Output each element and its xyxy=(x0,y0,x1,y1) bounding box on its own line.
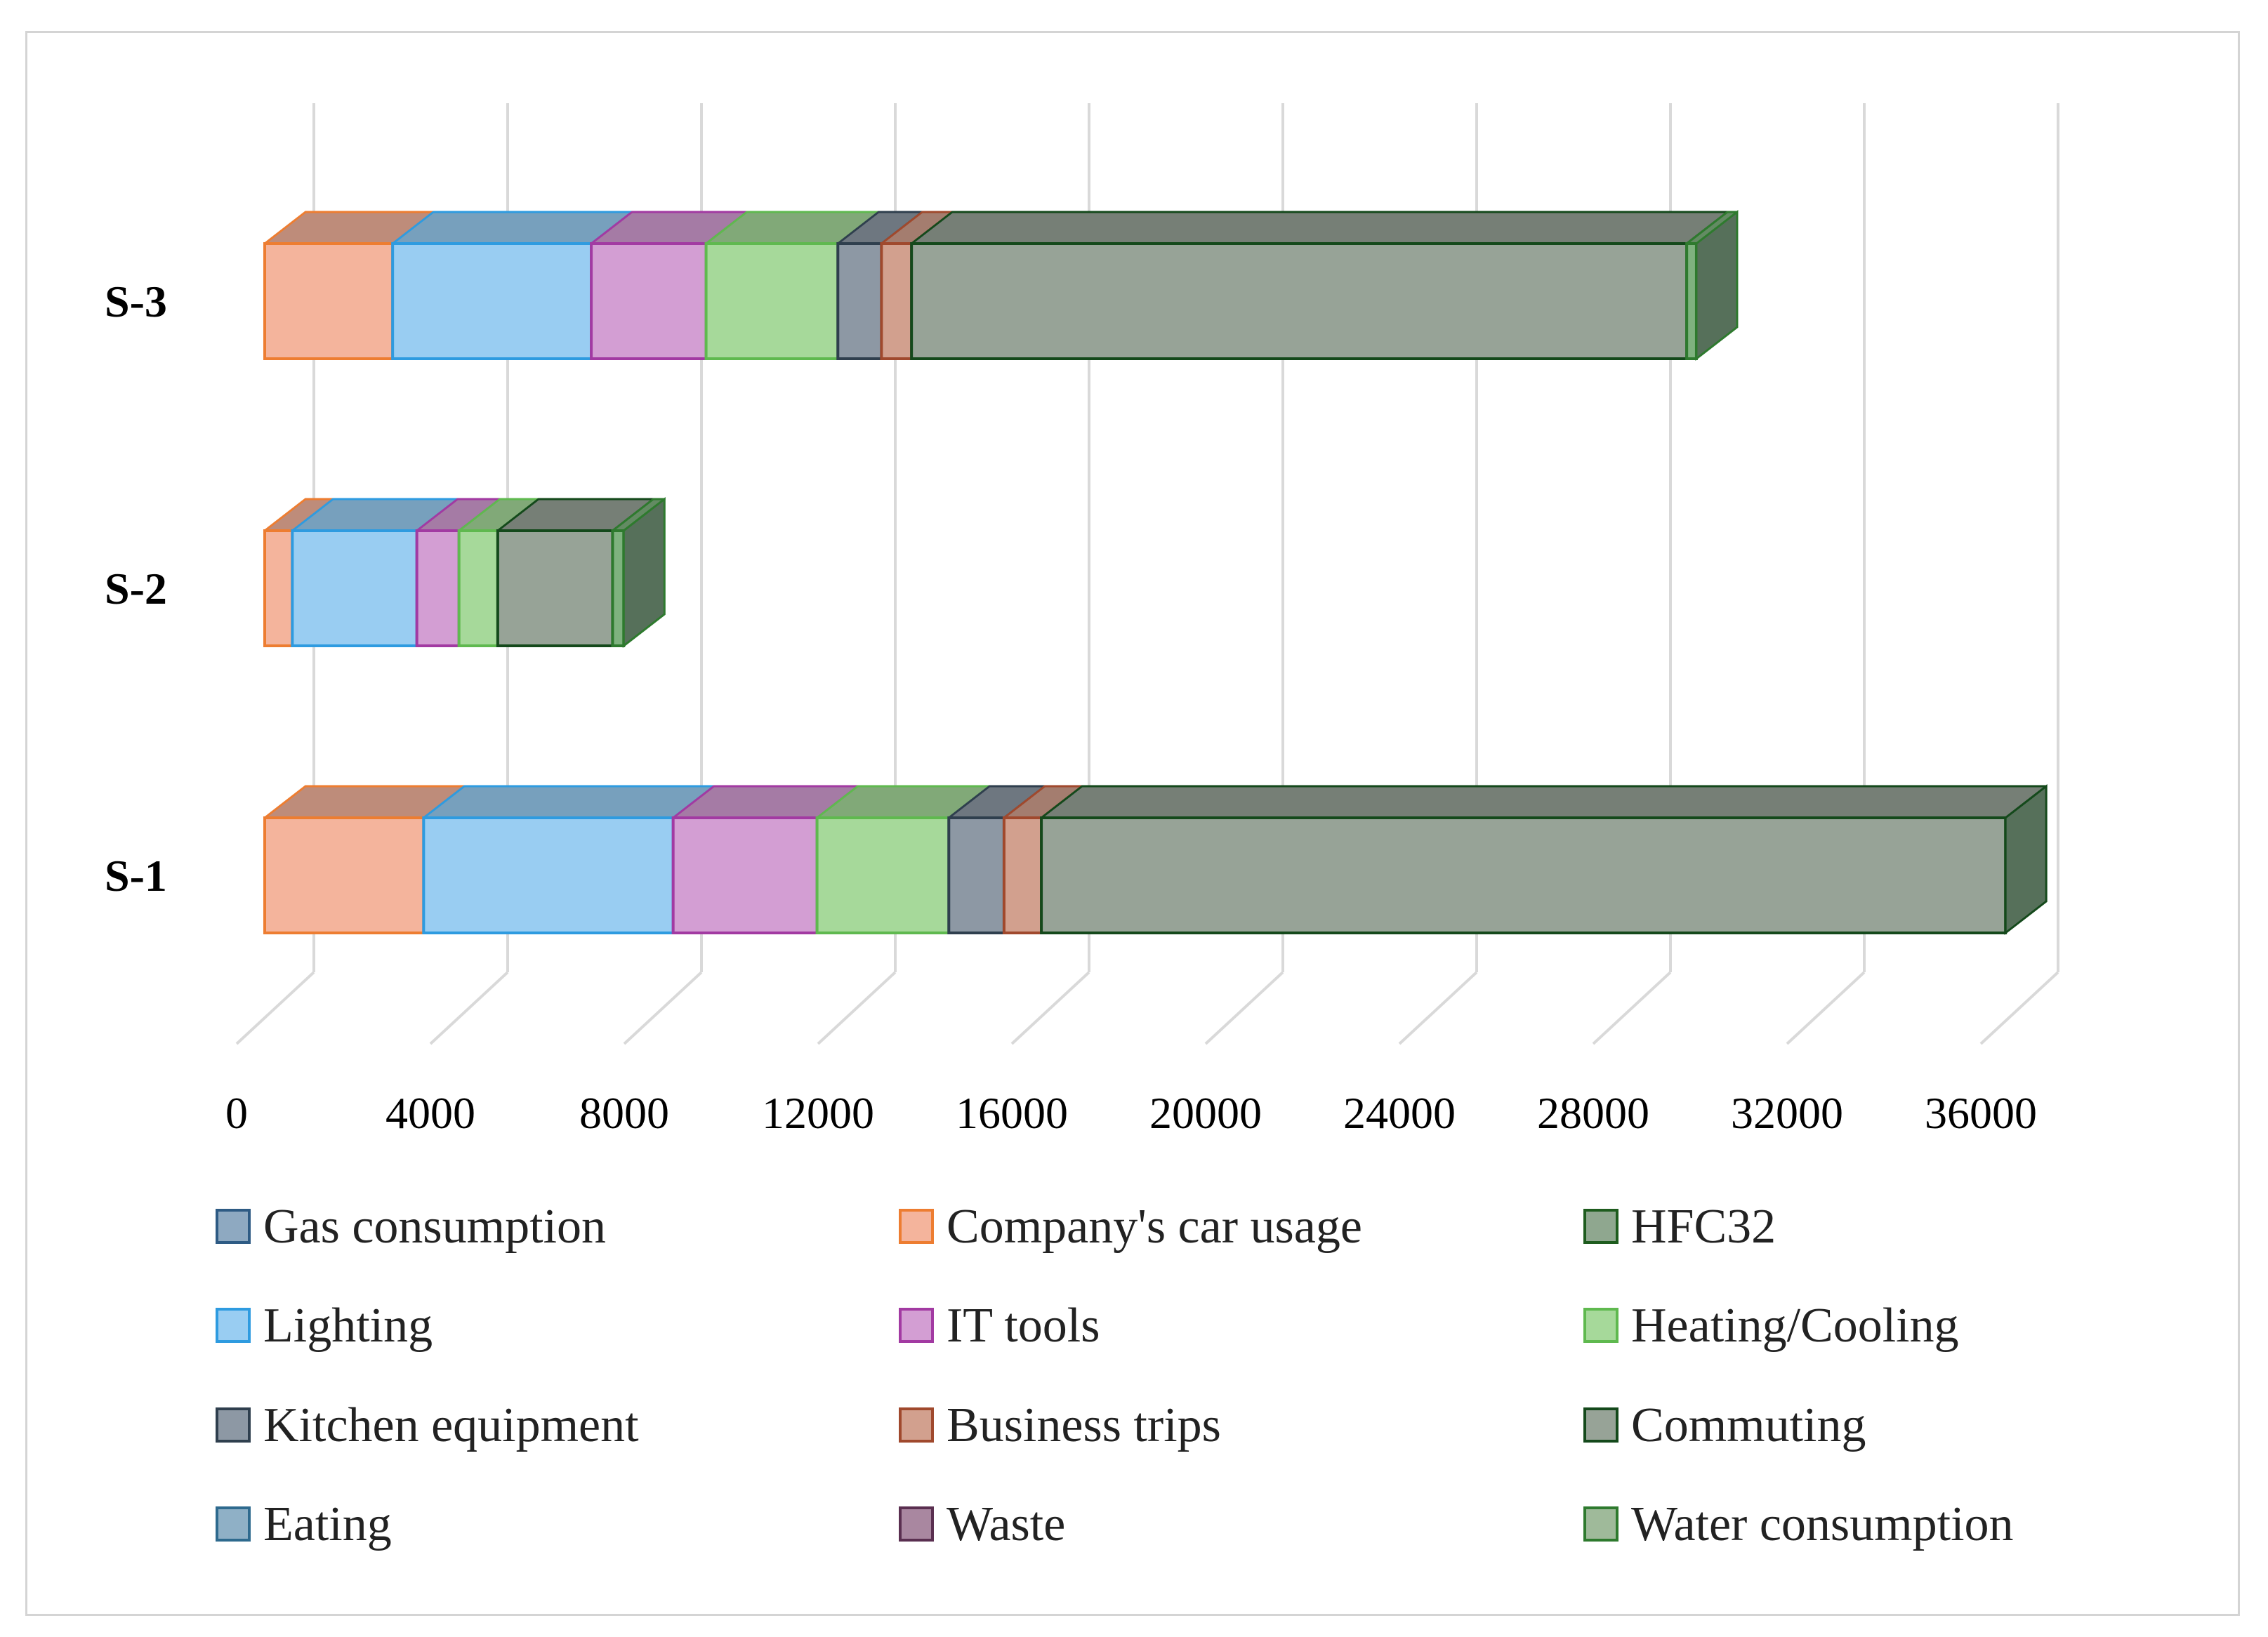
legend-label: IT tools xyxy=(947,1299,1100,1353)
category-label: S-3 xyxy=(105,277,167,326)
category-label: S-2 xyxy=(105,564,167,614)
legend-swatch xyxy=(1583,1209,1618,1244)
bar-segment xyxy=(815,785,991,934)
legend-item: Commuting xyxy=(1583,1398,1866,1452)
legend-label: Gas consumption xyxy=(263,1200,606,1254)
legend-swatch xyxy=(899,1407,934,1443)
chart-frame: S-1 S-2 S-3 0 4000 8000 12000 16000 20000 24000 2… xyxy=(25,31,2240,1616)
legend-item: Water consumption xyxy=(1583,1497,2014,1551)
legend-label: HFC32 xyxy=(1631,1200,1776,1254)
bar-segment xyxy=(947,785,1046,934)
tick-labels: 0 4000 8000 12000 16000 20000 24000 28000 32000 3… xyxy=(225,1088,2037,1138)
legend-label: Kitchen equipment xyxy=(263,1398,639,1452)
legend-swatch xyxy=(216,1506,251,1542)
x-tick-label: 12000 xyxy=(762,1088,874,1138)
legend-label: Heating/Cooling xyxy=(1631,1299,1959,1353)
legend-swatch xyxy=(899,1209,934,1244)
legend-swatch xyxy=(899,1308,934,1343)
legend-label: Company's car usage xyxy=(947,1200,1362,1254)
legend-item: Kitchen equipment xyxy=(216,1398,639,1452)
legend-item: IT tools xyxy=(899,1299,1100,1353)
legend-item: Gas consumption xyxy=(216,1200,606,1254)
legend-item: Business trips xyxy=(899,1398,1221,1452)
legend-label: Business trips xyxy=(947,1398,1221,1452)
bar-segment xyxy=(263,785,466,934)
stacked-bar-chart: S-1 S-2 S-3 0 4000 8000 12000 16000 20000 24000 2… xyxy=(105,103,2059,1551)
bar-segment xyxy=(590,211,749,360)
x-tick-label: 4000 xyxy=(385,1088,475,1138)
category-labels: S-1 S-2 S-3 xyxy=(105,277,167,901)
legend-item: Eating xyxy=(216,1497,392,1551)
bar-segment xyxy=(704,211,880,360)
legend-item: Lighting xyxy=(216,1299,433,1353)
bar-segment xyxy=(1040,785,2048,934)
x-tick-label: 24000 xyxy=(1343,1088,1456,1138)
legend-label: Lighting xyxy=(263,1299,433,1353)
legend-label: Eating xyxy=(263,1497,392,1551)
x-tick-label: 0 xyxy=(225,1088,248,1138)
x-tick-label: 16000 xyxy=(956,1088,1068,1138)
bar-end-face xyxy=(622,496,666,649)
legend-swatch xyxy=(1583,1407,1618,1443)
category-label: S-1 xyxy=(105,851,167,901)
legend-item: HFC32 xyxy=(1583,1200,1776,1254)
x-tick-label: 28000 xyxy=(1537,1088,1649,1138)
legend-item: Company's car usage xyxy=(899,1200,1362,1254)
bar-segment xyxy=(671,785,859,934)
legend-swatch xyxy=(216,1209,251,1244)
bar-end-face xyxy=(1695,209,1739,362)
bar-segment xyxy=(422,785,716,934)
legend: Gas consumption Company's car usage HFC32 L… xyxy=(216,1200,2014,1551)
legend-label: Commuting xyxy=(1631,1398,1866,1452)
legend-item: Waste xyxy=(899,1497,1065,1551)
legend-swatch xyxy=(1583,1308,1618,1343)
bar-segment xyxy=(457,498,540,647)
legend-swatch xyxy=(216,1308,251,1343)
x-tick-label: 36000 xyxy=(1925,1088,2037,1138)
x-tick-label: 32000 xyxy=(1731,1088,1843,1138)
bar-segment xyxy=(415,498,501,647)
bar-segment xyxy=(1002,785,1083,934)
legend-label: Water consumption xyxy=(1631,1497,2014,1551)
gridline xyxy=(1979,103,2059,1045)
legend-label: Waste xyxy=(947,1497,1065,1551)
legend-swatch xyxy=(899,1506,934,1542)
bar-end-face xyxy=(2004,783,2048,936)
bar-segment xyxy=(391,211,633,360)
x-tick-label: 20000 xyxy=(1149,1088,1262,1138)
bar-segment xyxy=(910,211,1729,360)
bar-segment xyxy=(291,498,459,647)
legend-swatch xyxy=(216,1407,251,1443)
legend-swatch xyxy=(1583,1506,1618,1542)
x-tick-label: 8000 xyxy=(579,1088,669,1138)
bar-segment xyxy=(263,498,334,647)
bar-segment xyxy=(836,211,923,360)
bars-layer xyxy=(263,209,2048,936)
legend-item: Heating/Cooling xyxy=(1583,1299,1959,1353)
bar-segment xyxy=(496,498,654,647)
